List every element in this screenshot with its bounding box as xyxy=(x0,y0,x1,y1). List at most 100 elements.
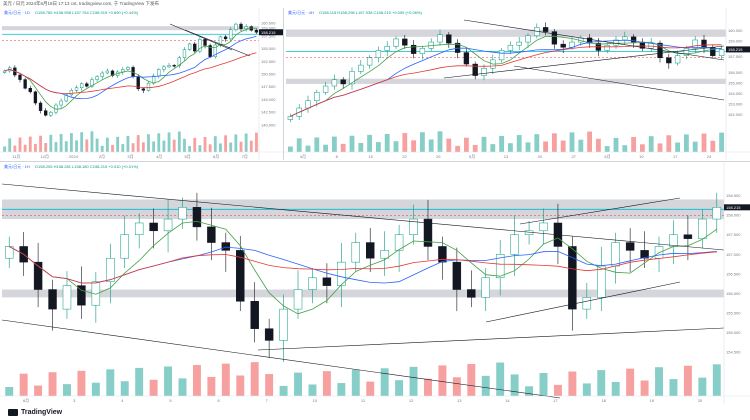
pane-divider-horizontal[interactable] xyxy=(0,161,750,162)
time-axis-label: 2024 xyxy=(69,154,79,159)
volume-bar xyxy=(49,134,53,152)
candle-body xyxy=(44,110,48,116)
time-axis-label: 3月 xyxy=(127,154,133,159)
candle-body xyxy=(250,301,259,329)
volume-bar xyxy=(188,146,192,152)
volume-bar xyxy=(75,140,78,152)
volume-bar xyxy=(136,135,140,152)
candle-body xyxy=(74,87,79,91)
time-axis-label: 3 xyxy=(73,398,76,403)
volume-bar xyxy=(712,364,721,396)
candle-body xyxy=(33,91,38,104)
last-price-tag xyxy=(726,46,750,53)
price-axis-label: 142.500 xyxy=(261,110,276,115)
volume-bar xyxy=(384,133,390,152)
price-axis-label: 156.000 xyxy=(726,291,741,296)
candle-body xyxy=(419,48,426,54)
time-axis-label: 6月 xyxy=(213,154,219,159)
volume-bar xyxy=(472,144,478,152)
price-axis-label: 152.500 xyxy=(261,59,276,64)
volume-bar xyxy=(657,143,663,152)
chart-1h-svg[interactable]: 158.500 158.215 158.000 157.500 157.000 156.5… xyxy=(0,162,750,404)
volume-bar xyxy=(177,131,181,152)
trend-line xyxy=(519,197,681,225)
time-axis-label: 4月 xyxy=(300,154,306,159)
last-price-tag xyxy=(724,204,750,211)
volume-bar xyxy=(305,145,311,152)
volume-bar xyxy=(467,363,476,396)
candle-body xyxy=(141,88,146,91)
candle-body xyxy=(718,49,725,56)
candle-body xyxy=(207,226,216,243)
chart-pane-daily[interactable]: 美元/日元 · 1D O158.785 H158.958 L157.754 C1… xyxy=(0,8,283,160)
volume-bar xyxy=(438,365,447,396)
price-axis-label: 158.500 xyxy=(726,193,741,198)
candle-body xyxy=(223,36,228,40)
volume-bar xyxy=(208,144,212,152)
volume-bar xyxy=(64,141,68,152)
volume-bar xyxy=(604,146,610,152)
candle-body xyxy=(80,83,84,88)
trend-line xyxy=(463,19,725,61)
volume-bar xyxy=(100,145,104,152)
candle-body xyxy=(100,72,104,77)
volume-bar xyxy=(265,374,274,396)
candle-body xyxy=(198,39,202,52)
volume-bar xyxy=(250,362,259,396)
candle-body xyxy=(625,242,635,251)
volume-bar xyxy=(587,131,593,152)
volume-bar xyxy=(90,131,94,152)
volume-bar xyxy=(28,136,32,152)
volume-bar xyxy=(337,383,346,396)
time-axis-label: 4 xyxy=(121,398,124,403)
time-axis-label: 5月 xyxy=(184,154,190,159)
candle-body xyxy=(234,23,238,30)
time-axis-label: 17 xyxy=(553,398,558,403)
candle-body xyxy=(64,94,68,102)
volume-bar xyxy=(126,135,130,152)
chart-pane-4h[interactable]: 美元/日元 · 4H O158.115 H158.298 L157.938 C1… xyxy=(284,8,750,160)
chart-4h-svg[interactable]: 160.000 159.000 158.215 157.500 156.000 155.0… xyxy=(284,8,750,160)
moving-average-slow xyxy=(290,44,722,117)
volume-bar xyxy=(8,138,12,152)
volume-bar xyxy=(183,138,186,152)
candle-body xyxy=(498,50,505,61)
candle-body xyxy=(106,257,115,282)
volume-bar xyxy=(437,131,443,152)
candle-body xyxy=(85,83,89,87)
volume-bar xyxy=(314,137,320,152)
candle-body xyxy=(229,29,233,40)
volume-bar xyxy=(402,133,408,152)
chart-pane-1h[interactable]: 美元/日元 · 1H O158.205 H158.281 L158.180 C1… xyxy=(0,162,750,404)
volume-bar xyxy=(34,385,43,396)
volume-bar xyxy=(54,142,58,152)
volume-bar xyxy=(255,132,258,152)
pane-4h-symbol: 美元/日元 · 4H xyxy=(288,10,314,15)
volume-bar xyxy=(701,133,707,152)
candle-body xyxy=(410,44,417,54)
candle-body xyxy=(351,242,361,263)
candle-body xyxy=(178,207,187,220)
pane-divider-vertical[interactable] xyxy=(283,8,284,160)
candle-body xyxy=(149,222,158,232)
volume-bar xyxy=(95,138,99,152)
volume-bar xyxy=(525,142,531,152)
candle-body xyxy=(182,49,187,58)
candle-body xyxy=(349,71,355,85)
tradingview-brand[interactable]: TradingView xyxy=(8,409,62,416)
volume-bar xyxy=(3,146,6,152)
candle-body xyxy=(2,70,7,73)
volume-bar xyxy=(105,137,109,152)
volume-bar xyxy=(516,135,522,152)
volume-bar xyxy=(578,139,584,152)
time-axis-label: 12 xyxy=(409,398,414,403)
candle-body xyxy=(59,100,63,106)
candle-body xyxy=(187,43,192,50)
volume-bar xyxy=(595,138,601,152)
volume-bar xyxy=(213,136,217,152)
price-axis-label: 147.500 xyxy=(261,84,276,89)
candle-body xyxy=(542,27,549,32)
last-price-tag xyxy=(259,29,283,36)
candle-body xyxy=(384,46,390,51)
